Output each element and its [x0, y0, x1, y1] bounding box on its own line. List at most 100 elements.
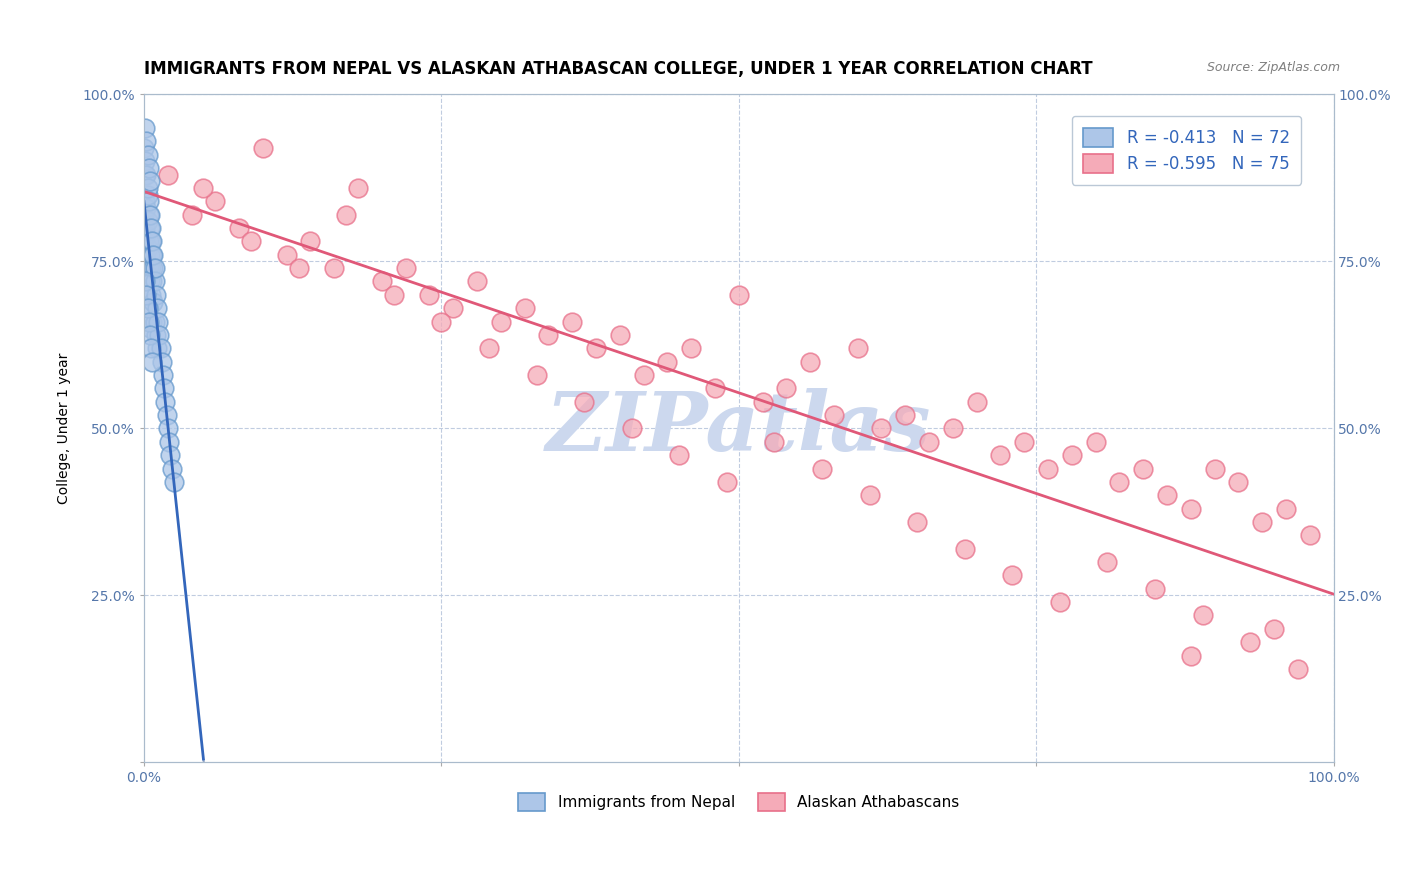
Point — [153, 381, 176, 395]
Point — [526, 368, 548, 382]
Point — [382, 288, 405, 302]
Point — [141, 354, 163, 368]
Point — [132, 141, 155, 155]
Point — [134, 168, 156, 182]
Point — [142, 294, 165, 309]
Point — [953, 541, 976, 556]
Point — [135, 201, 157, 215]
Point — [136, 147, 159, 161]
Point — [146, 341, 169, 355]
Point — [136, 301, 159, 316]
Point — [138, 161, 160, 175]
Point — [139, 275, 162, 289]
Point — [204, 194, 226, 209]
Point — [1084, 434, 1107, 449]
Point — [1097, 555, 1119, 569]
Point — [1036, 461, 1059, 475]
Point — [139, 288, 162, 302]
Point — [1180, 501, 1202, 516]
Point — [141, 235, 163, 249]
Point — [703, 381, 725, 395]
Point — [134, 275, 156, 289]
Point — [132, 208, 155, 222]
Point — [139, 327, 162, 342]
Point — [134, 221, 156, 235]
Point — [894, 408, 917, 422]
Point — [139, 221, 162, 235]
Point — [143, 314, 166, 328]
Point — [139, 248, 162, 262]
Point — [139, 174, 162, 188]
Point — [146, 301, 169, 316]
Point — [139, 221, 162, 235]
Text: IMMIGRANTS FROM NEPAL VS ALASKAN ATHABASCAN COLLEGE, UNDER 1 YEAR CORRELATION CH: IMMIGRANTS FROM NEPAL VS ALASKAN ATHABAS… — [143, 60, 1092, 78]
Point — [846, 341, 869, 355]
Point — [159, 448, 181, 462]
Point — [1239, 635, 1261, 649]
Point — [430, 314, 453, 328]
Point — [1227, 475, 1250, 489]
Point — [478, 341, 501, 355]
Point — [1001, 568, 1024, 582]
Point — [918, 434, 941, 449]
Point — [1049, 595, 1071, 609]
Point — [138, 301, 160, 316]
Point — [371, 275, 394, 289]
Point — [143, 261, 166, 276]
Point — [811, 461, 834, 475]
Point — [1156, 488, 1178, 502]
Point — [135, 168, 157, 182]
Point — [966, 394, 988, 409]
Point — [136, 214, 159, 228]
Point — [142, 248, 165, 262]
Point — [799, 354, 821, 368]
Text: ZIPatlas: ZIPatlas — [546, 388, 932, 468]
Point — [228, 221, 250, 235]
Point — [141, 248, 163, 262]
Point — [139, 235, 162, 249]
Point — [775, 381, 797, 395]
Point — [633, 368, 655, 382]
Point — [299, 235, 322, 249]
Point — [1251, 515, 1274, 529]
Point — [155, 408, 177, 422]
Y-axis label: College, Under 1 year: College, Under 1 year — [58, 352, 72, 504]
Legend: Immigrants from Nepal, Alaskan Athabascans: Immigrants from Nepal, Alaskan Athabasca… — [508, 782, 970, 822]
Point — [990, 448, 1012, 462]
Point — [134, 154, 156, 169]
Point — [1263, 622, 1285, 636]
Point — [585, 341, 607, 355]
Point — [489, 314, 512, 328]
Point — [668, 448, 690, 462]
Point — [323, 261, 346, 276]
Point — [141, 275, 163, 289]
Point — [136, 288, 159, 302]
Point — [156, 168, 179, 182]
Point — [134, 194, 156, 209]
Point — [942, 421, 965, 435]
Point — [150, 354, 173, 368]
Point — [513, 301, 536, 316]
Point — [441, 301, 464, 316]
Point — [870, 421, 893, 435]
Point — [134, 248, 156, 262]
Point — [136, 241, 159, 255]
Point — [609, 327, 631, 342]
Point — [162, 461, 184, 475]
Point — [1108, 475, 1130, 489]
Point — [465, 275, 488, 289]
Point — [157, 434, 180, 449]
Point — [335, 208, 357, 222]
Point — [1204, 461, 1226, 475]
Point — [135, 275, 157, 289]
Point — [1132, 461, 1154, 475]
Point — [1180, 648, 1202, 663]
Point — [763, 434, 786, 449]
Point — [132, 235, 155, 249]
Point — [727, 288, 749, 302]
Point — [136, 268, 159, 282]
Point — [139, 208, 162, 222]
Point — [561, 314, 583, 328]
Point — [657, 354, 679, 368]
Point — [287, 261, 309, 276]
